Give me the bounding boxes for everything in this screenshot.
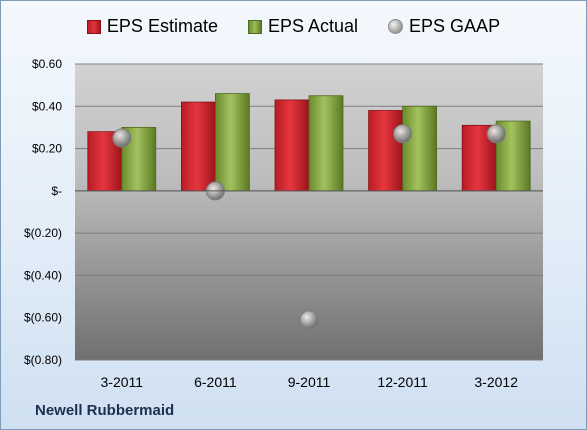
marker-eps-gaap [299,310,319,330]
eps-estimate-swatch-icon [86,19,101,34]
marker-eps-gaap [112,128,132,148]
bar-eps-actual [308,95,344,192]
y-tick-label: $(0.40) [24,268,62,282]
bar-eps-estimate [368,110,404,192]
eps-actual-swatch-icon [247,19,262,34]
legend-item-eps-gaap: EPS GAAP [388,16,500,37]
legend-item-eps-estimate: EPS Estimate [86,16,218,37]
bar-eps-actual [402,105,438,192]
y-tick-label: $- [51,184,62,198]
x-tick-label: 3-2011 [101,374,144,390]
x-tick-label: 6-2011 [194,374,237,390]
y-tick-label: $0.40 [32,99,62,113]
x-tick-label: 9-2011 [288,374,331,390]
y-tick-label: $0.20 [32,142,62,156]
bar-eps-estimate [180,101,216,192]
legend-label-eps-gaap: EPS GAAP [409,16,501,36]
legend-label-eps-actual: EPS Actual [267,16,359,36]
x-tick-label: 3-2012 [474,374,518,390]
marker-eps-gaap [486,124,506,144]
bar-eps-actual [214,93,250,192]
x-tick-label: 12-2011 [377,374,428,390]
marker-eps-gaap [393,124,413,144]
legend: EPS Estimate EPS Actual EPS GAAP [1,16,586,37]
bar-eps-estimate [274,99,310,192]
y-tick-label: $(0.60) [24,311,62,325]
legend-label-eps-estimate: EPS Estimate [106,16,218,36]
eps-gaap-marker-icon [388,19,404,34]
y-tick-label: $0.60 [32,57,62,71]
y-tick-label: $(0.20) [24,226,62,240]
y-tick-label: $(0.80) [24,353,62,367]
legend-item-eps-actual: EPS Actual [247,16,359,37]
company-name: Newell Rubbermaid [35,402,175,419]
